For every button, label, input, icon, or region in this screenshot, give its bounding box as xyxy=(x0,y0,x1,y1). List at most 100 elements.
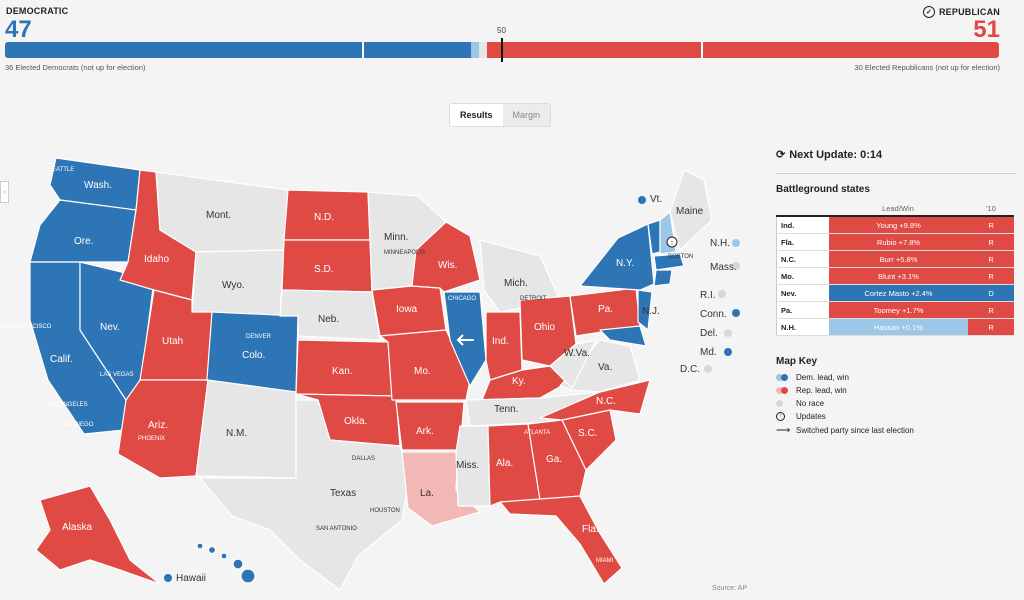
key-rep: Rep. lead, win xyxy=(776,386,1016,395)
next-update: ⟳ Next Update: 0:14 xyxy=(776,140,1016,162)
city-chicago: CHICAGO xyxy=(448,296,476,302)
battleground-row: N.C. Burr +5.8% R xyxy=(775,250,1014,268)
col-lead: Lead/Win xyxy=(882,203,914,213)
label-nc: N.C. xyxy=(596,396,616,407)
label-de: Del. xyxy=(700,328,718,339)
arrow-right-icon: ⟶ xyxy=(776,425,791,436)
label-ma: Mass. xyxy=(710,262,737,273)
row-prev: R xyxy=(968,267,1014,285)
battleground-row: Pa. Toomey +1.7% R xyxy=(775,301,1014,319)
label-mi: Mich. xyxy=(504,278,528,289)
state-ms[interactable] xyxy=(455,425,491,507)
city-denver: DENVER xyxy=(246,334,272,340)
row-prev: R xyxy=(968,233,1014,251)
state-or[interactable] xyxy=(29,199,137,263)
row-lead: Young +9.8% xyxy=(828,215,969,234)
undecided-segment xyxy=(479,42,487,58)
label-ak: Alaska xyxy=(62,522,92,533)
row-lead: Hassan +0.1% xyxy=(828,318,969,336)
svg-text:↑: ↑ xyxy=(670,240,674,247)
col-prev: '10 xyxy=(986,203,996,213)
dem-seat-count: 47 xyxy=(5,16,32,43)
key-switched-text: Switched party since last election xyxy=(796,426,914,435)
row-prev: R xyxy=(968,318,1014,336)
state-hi[interactable] xyxy=(196,542,256,584)
majority-tick xyxy=(501,38,503,62)
state-ak[interactable] xyxy=(35,485,161,585)
refresh-icon: ⟳ xyxy=(776,149,786,161)
state-fl[interactable] xyxy=(499,495,623,585)
label-sc: S.C. xyxy=(578,428,597,439)
callout-dots xyxy=(164,196,740,582)
battleground-row: Nev. Cortez Masto +2.4% D xyxy=(775,284,1014,302)
expand-handle[interactable]: › xyxy=(0,181,9,203)
sidebar: ⟳ Next Update: 0:14 Battleground states … xyxy=(775,140,1016,440)
rep-seat-count: 51 xyxy=(973,16,1000,43)
key-rep-text: Rep. lead, win xyxy=(796,386,847,395)
state-ct[interactable] xyxy=(653,269,673,287)
battleground-header: Lead/Win '10 xyxy=(776,201,1016,215)
map-key-title: Map Key xyxy=(776,356,818,367)
view-toggle[interactable]: Results Margin xyxy=(449,103,552,127)
key-dem: Dem. lead, win xyxy=(776,373,1016,382)
row-state: N.H. xyxy=(775,318,829,336)
city-phoenix: PHOENIX xyxy=(138,436,165,442)
row-lead: Rubio +7.8% xyxy=(828,233,969,251)
label-wi: Wis. xyxy=(438,260,457,271)
city-dallas: DALLAS xyxy=(352,456,375,462)
state-wi[interactable] xyxy=(411,221,481,293)
us-map: ↑ Wash. Ore. Calif. Nev. Idaho Mont. Wyo… xyxy=(2,157,740,591)
label-me: Maine xyxy=(676,206,704,217)
battleground-row: Mo. Blunt +3.1% R xyxy=(775,267,1014,285)
state-me[interactable] xyxy=(669,169,713,251)
check-circle-icon: ✓ xyxy=(922,6,935,18)
dem-elected-divider xyxy=(362,42,364,58)
state-wv[interactable] xyxy=(549,339,597,389)
margin-tab[interactable]: Margin xyxy=(512,110,541,120)
switched-arrow xyxy=(456,334,474,346)
row-state: Ind. xyxy=(775,215,829,234)
label-nv: Nev. xyxy=(100,322,120,333)
label-tn: Tenn. xyxy=(494,404,518,415)
row-lead: Blunt +3.1% xyxy=(828,267,969,285)
rep-party-label: ✓ REPUBLICAN xyxy=(922,6,1000,18)
state-ma[interactable] xyxy=(653,253,685,271)
row-state: Fla. xyxy=(775,233,829,251)
label-ar: Ark. xyxy=(416,426,434,437)
city-lv: LAS VEGAS xyxy=(100,372,134,378)
label-ks: Kan. xyxy=(332,366,353,377)
label-wv: W.Va. xyxy=(564,348,590,359)
label-oh: Ohio xyxy=(534,322,556,333)
state-ny[interactable] xyxy=(579,223,655,291)
next-update-text: Next Update: 0:14 xyxy=(789,148,883,161)
battleground-row: Fla. Rubio +7.8% R xyxy=(775,233,1014,251)
dem-lead-segment xyxy=(471,42,479,58)
row-state: Nev. xyxy=(775,284,829,302)
label-tx: Texas xyxy=(330,488,356,499)
city-boston: BOSTON xyxy=(668,254,693,260)
label-nm: N.M. xyxy=(226,428,247,439)
battleground-title: Battleground states xyxy=(776,184,870,195)
battleground-row: N.H. Hassan +0.1% R xyxy=(775,318,1014,336)
label-ne: Neb. xyxy=(318,314,339,325)
state-tx[interactable] xyxy=(199,399,411,591)
results-tab[interactable]: Results xyxy=(450,104,503,126)
label-ms: Miss. xyxy=(456,460,479,471)
label-co: Colo. xyxy=(242,350,265,361)
rep-label-text: REPUBLICAN xyxy=(938,7,1000,17)
state-nj[interactable] xyxy=(637,289,653,331)
label-nj: N.J. xyxy=(642,306,660,317)
state-md[interactable] xyxy=(599,325,647,347)
label-ut: Utah xyxy=(162,336,183,347)
key-switched: ⟶ Switched party since last election xyxy=(776,425,1016,436)
label-vt: Vt. xyxy=(650,194,662,205)
row-lead: Burr +5.8% xyxy=(828,250,969,268)
dem-note: 36 Elected Democrats (not up for electio… xyxy=(5,63,146,72)
source-note: Source: AP xyxy=(712,585,748,592)
label-fl: Fla. xyxy=(582,524,599,535)
map-key: Map Key Dem. lead, win Rep. lead, win No… xyxy=(776,356,1016,436)
city-sf: SAN FRANCISCO xyxy=(2,324,52,330)
state-va[interactable] xyxy=(559,339,641,393)
state-ia[interactable] xyxy=(371,285,447,337)
label-ga: Ga. xyxy=(546,454,562,465)
